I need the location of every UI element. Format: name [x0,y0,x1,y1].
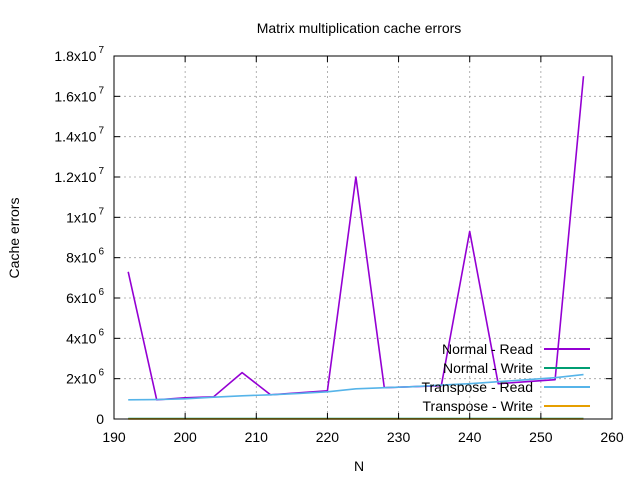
x-tick-label: 190 [102,429,126,445]
y-tick-mantissa: 8x10 [66,250,97,266]
y-tick-label: 1.6x10 7 [54,85,104,104]
y-tick-mantissa: 0 [96,411,104,427]
y-tick-label: 1x10 7 [66,206,104,225]
y-tick-label: 1.8x10 7 [54,45,104,64]
x-tick-label: 260 [600,429,624,445]
y-tick-label: 2x10 6 [66,368,104,387]
y-tick-exponent: 6 [98,368,104,379]
y-tick-mantissa: 6x10 [66,290,97,306]
y-tick-exponent: 7 [98,85,104,96]
x-tick-label: 230 [387,429,411,445]
y-tick-exponent: 7 [98,206,104,217]
y-tick-mantissa: 1.8x10 [54,48,96,64]
legend-label: Transpose - Write [423,398,534,414]
y-tick-exponent: 7 [98,126,104,137]
y-tick-exponent: 6 [98,287,104,298]
y-axis-label: Cache errors [6,198,22,279]
legend-label: Normal - Write [443,360,533,376]
y-tick-mantissa: 4x10 [66,330,97,346]
x-axis-label: N [354,458,364,474]
y-tick-label: 0 [96,411,104,427]
y-tick-mantissa: 1.2x10 [54,169,96,185]
y-tick-exponent: 6 [98,247,104,258]
x-axis: 190 200 210 220 230 240 250 260 [102,56,624,445]
y-tick-mantissa: 2x10 [66,371,97,387]
plot-frame [113,55,613,420]
x-tick-label: 200 [173,429,197,445]
series-line [128,373,584,401]
legend-label: Transpose - Read [421,379,533,395]
x-tick-label: 250 [529,429,553,445]
y-tick-exponent: 7 [98,166,104,177]
y-tick-label: 8x10 6 [66,247,104,266]
y-tick-mantissa: 1.4x10 [54,129,96,145]
legend: Normal - Read Normal - Write Transpose - R… [421,341,590,414]
grid [114,56,612,419]
y-tick-label: 1.4x10 7 [54,126,104,145]
y-tick-exponent: 6 [98,327,104,338]
x-tick-label: 210 [245,429,269,445]
y-tick-exponent: 7 [98,45,104,56]
x-tick-label: 240 [458,429,482,445]
y-tick-mantissa: 1.6x10 [54,88,96,104]
legend-label: Normal - Read [442,341,533,357]
x-tick-label: 220 [316,429,340,445]
y-tick-label: 6x10 6 [66,287,104,306]
y-tick-mantissa: 1x10 [66,209,97,225]
y-tick-label: 4x10 6 [66,327,104,346]
chart-title: Matrix multiplication cache errors [257,20,462,36]
y-tick-label: 1.2x10 7 [54,166,104,185]
